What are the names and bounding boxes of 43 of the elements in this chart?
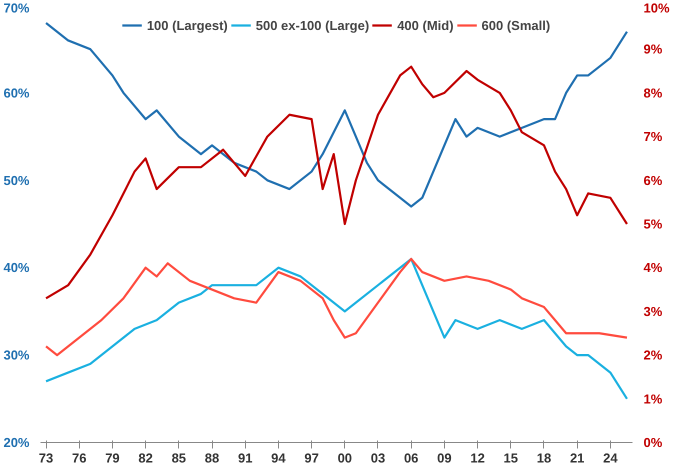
- y-tick-label: 40%: [3, 260, 30, 276]
- y2-tick-label: 7%: [644, 129, 663, 144]
- x-tick-label: 03: [370, 450, 386, 466]
- legend-label: 500 ex-100 (Large): [256, 18, 370, 32]
- x-tick-label: 09: [437, 450, 452, 466]
- x-tick-label: 18: [536, 450, 552, 466]
- x-tick-label: 73: [38, 450, 54, 466]
- legend-label: 600 (Small): [482, 18, 550, 32]
- x-tick-label: 00: [338, 450, 352, 466]
- y-tick-label: 60%: [3, 85, 30, 100]
- y2-tick-label: 8%: [644, 85, 663, 100]
- y2-tick-label: 10%: [644, 0, 670, 16]
- x-tick-label: 94: [271, 450, 286, 466]
- y2-tick-label: 9%: [644, 42, 663, 57]
- x-tick-label: 12: [470, 450, 485, 466]
- x-tick-label: 21: [570, 450, 584, 466]
- x-tick-label: 85: [172, 450, 186, 466]
- x-tick-label: 88: [204, 450, 220, 466]
- line-series: [44, 258, 628, 356]
- line-series: [44, 22, 628, 208]
- y2-tick-label: 2%: [644, 348, 663, 363]
- legend-label: 400 (Mid): [397, 18, 454, 32]
- line-series: [44, 66, 628, 300]
- x-tick-label: 97: [304, 450, 319, 466]
- x-tick-label: 24: [603, 450, 618, 466]
- x-tick-label: 82: [138, 450, 153, 466]
- y2-tick-label: 1%: [644, 391, 663, 406]
- x-tick-label: 79: [105, 450, 120, 466]
- y-tick-label: 30%: [3, 348, 30, 363]
- y2-tick-label: 3%: [644, 304, 663, 319]
- x-tick-label: 91: [238, 450, 252, 466]
- y2-tick-label: 6%: [644, 172, 663, 188]
- y2-tick-label: 4%: [644, 260, 663, 276]
- x-tick-label: 15: [504, 450, 518, 466]
- legend-label: 100 (Largest): [146, 18, 228, 32]
- y2-tick-label: 5%: [644, 216, 663, 232]
- line-series: [44, 258, 628, 400]
- y2-tick-label: 0%: [644, 435, 663, 450]
- x-tick-label: 76: [72, 450, 86, 466]
- y-tick-label: 70%: [3, 0, 30, 16]
- x-tick-label: 06: [404, 450, 418, 466]
- y-tick-label: 20%: [3, 435, 30, 450]
- y-tick-label: 50%: [3, 172, 30, 188]
